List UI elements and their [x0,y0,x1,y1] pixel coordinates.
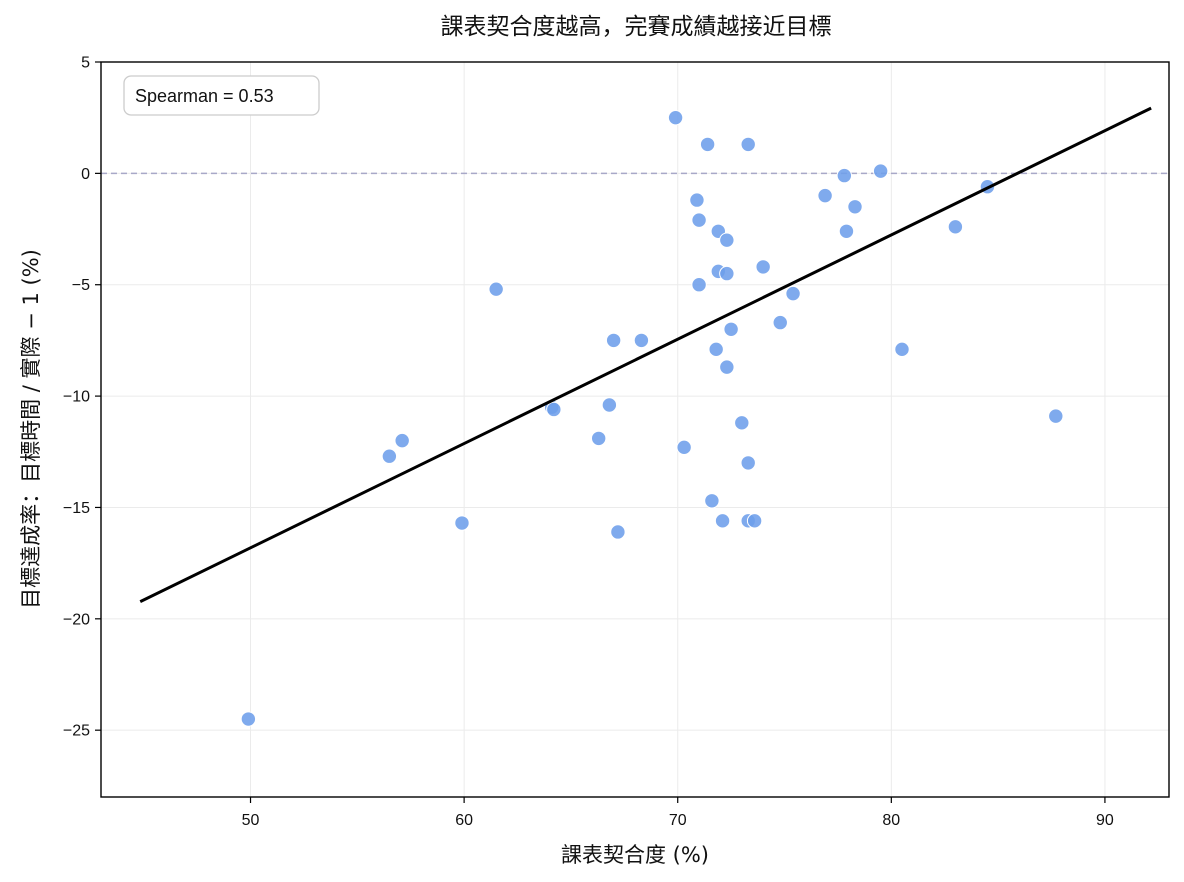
data-point [723,321,739,337]
data-point [488,281,504,297]
data-point [667,109,684,126]
x-axis-label: 課表契合度 (%) [561,843,709,867]
y-tick-label: −15 [63,500,90,517]
data-point [689,192,705,208]
data-point [610,524,626,540]
spearman-annotation: Spearman = 0.53 [123,75,320,116]
data-points [240,109,1064,727]
data-point [699,136,716,153]
data-point [691,212,707,228]
plot-frame [100,61,1170,798]
data-point [785,285,801,302]
y-axis-ticks: 5 0 −5 −10 −15 −20 −25 [63,55,101,740]
data-point [894,341,910,358]
data-point [838,223,855,239]
data-point [847,199,863,215]
annotation-box [123,75,320,116]
data-point [708,341,724,358]
data-point [240,711,257,727]
data-point [772,314,788,331]
data-point [633,332,650,349]
data-point [704,493,720,509]
data-point [740,455,756,471]
fit-line-layer [139,106,1152,604]
x-tick-label: 70 [669,812,687,829]
data-point [734,415,750,431]
y-tick-label: −25 [63,723,90,740]
data-point [394,432,410,449]
y-tick-label: −10 [63,389,90,406]
data-point [755,259,771,275]
y-axis-label: 目標達成率：目標時間 / 實際 − 1 (%) [19,249,43,609]
x-tick-label: 90 [1096,812,1114,829]
data-point [719,232,735,248]
annotation-text: Spearman = 0.53 [135,86,274,106]
data-point [546,401,562,418]
data-point [719,265,735,282]
data-point [817,187,833,204]
data-point [719,359,735,375]
data-point [1048,408,1064,424]
data-point [947,219,964,235]
chart-title: 課表契合度越高，完賽成績越接近目標 [441,14,832,40]
y-tick-label: 0 [81,166,90,183]
regression-line [139,106,1152,604]
data-point [691,277,707,293]
y-tick-label: −20 [63,611,90,628]
x-axis-ticks: 50 60 70 80 90 [242,797,1114,829]
y-tick-label: −5 [72,277,90,294]
x-tick-label: 60 [455,812,473,829]
data-point [740,136,756,153]
data-point [605,332,622,349]
data-point [836,167,853,184]
data-point [676,439,692,456]
data-point [381,448,398,464]
data-point [454,515,470,531]
y-tick-label: 5 [81,55,90,72]
data-point [714,513,731,529]
x-tick-label: 80 [882,812,900,829]
data-point [746,513,763,529]
data-point [601,397,618,413]
data-point [872,163,889,179]
data-point [590,430,607,447]
x-tick-label: 50 [242,812,260,829]
grid-lines [101,61,1169,797]
